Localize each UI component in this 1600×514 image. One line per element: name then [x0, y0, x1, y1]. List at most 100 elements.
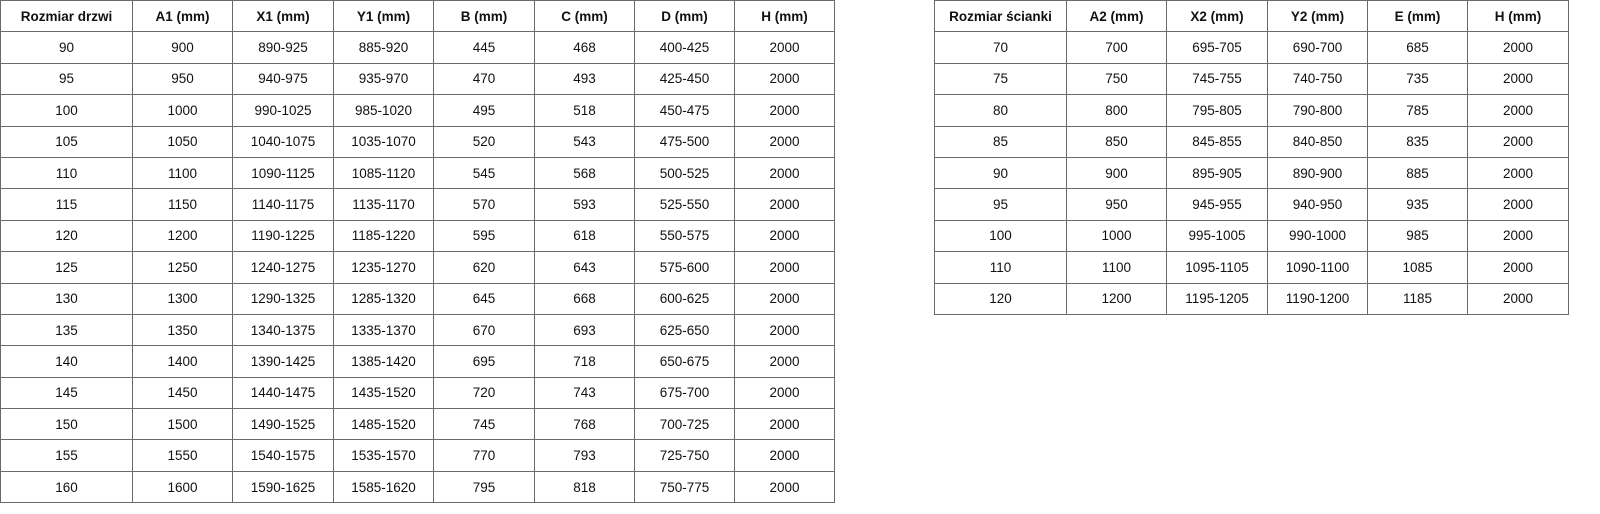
table-cell: 2000 — [1467, 156, 1569, 190]
table-cell: 140 — [0, 345, 133, 378]
table-cell: 1540-1575 — [232, 439, 334, 472]
table-cell: 2000 — [734, 470, 835, 504]
column-header: Rozmiar ścianki — [934, 0, 1067, 33]
table-cell: 1095-1105 — [1166, 251, 1268, 284]
table-cell: 1035-1070 — [333, 125, 434, 158]
table-cell: 668 — [534, 282, 635, 315]
table-cell: 495 — [433, 94, 535, 127]
table-cell: 1185 — [1367, 282, 1468, 315]
table-cell: 670 — [433, 313, 535, 347]
table-cell: 940-950 — [1267, 188, 1368, 221]
table-cell: 550-575 — [634, 219, 735, 253]
table-cell: 900 — [132, 31, 233, 64]
table-cell: 940-975 — [232, 62, 334, 96]
table-cell: 695 — [433, 345, 535, 378]
table-cell: 2000 — [734, 282, 835, 315]
table-cell: 1290-1325 — [232, 282, 334, 315]
column-header: H (mm) — [734, 0, 835, 33]
table-cell: 475-500 — [634, 125, 735, 158]
table-cell: 1285-1320 — [333, 282, 434, 315]
table-cell: 545 — [433, 156, 535, 190]
table-row: 105 1050 1040-1075 1035-1070 520 543 475-500 20… — [0, 125, 835, 158]
table-cell: 625-650 — [634, 313, 735, 347]
table-cell: 600-625 — [634, 282, 735, 315]
table-cell: 1300 — [132, 282, 233, 315]
table-cell: 850 — [1066, 125, 1167, 158]
table-cell: 795-805 — [1166, 94, 1268, 127]
table-row: 95 950 945-955 940-950 935 2000 — [934, 188, 1569, 221]
table-cell: 2000 — [734, 345, 835, 378]
table-row: 90 900 890-925 885-920 445 468 400-425 2000 — [0, 31, 835, 64]
column-header: Y1 (mm) — [333, 0, 434, 33]
table-row: 90 900 895-905 890-900 885 2000 — [934, 156, 1569, 190]
table-cell: 1135-1170 — [333, 188, 434, 221]
column-header: Y2 (mm) — [1267, 0, 1368, 33]
table-cell: 895-905 — [1166, 156, 1268, 190]
table-cell: 1400 — [132, 345, 233, 378]
table-cell: 520 — [433, 125, 535, 158]
table-row: 155 1550 1540-1575 1535-1570 770 793 725-750 20… — [0, 439, 835, 472]
table-cell: 985-1020 — [333, 94, 434, 127]
table-cell: 1100 — [132, 156, 233, 190]
table-cell: 1150 — [132, 188, 233, 221]
table-cell: 525-550 — [634, 188, 735, 221]
table-cell: 990-1025 — [232, 94, 334, 127]
wall-size-table: Rozmiar ścianki A2 (mm) X2 (mm) Y2 (mm) E (m… — [934, 0, 1569, 315]
table-cell: 1440-1475 — [232, 376, 334, 410]
table-cell: 695-705 — [1166, 31, 1268, 64]
table-cell: 995-1005 — [1166, 219, 1268, 253]
table-cell: 1535-1570 — [333, 439, 434, 472]
table-cell: 2000 — [1467, 219, 1569, 253]
door-size-table: Rozmiar drzwi A1 (mm) X1 (mm) Y1 (mm) B (mm)… — [0, 0, 835, 504]
table-cell: 2000 — [1467, 31, 1569, 64]
table-cell: 2000 — [734, 408, 835, 441]
table-cell: 835 — [1367, 125, 1468, 158]
table-cell: 718 — [534, 345, 635, 378]
table-row: 110 1100 1090-1125 1085-1120 545 568 500-525 20… — [0, 156, 835, 190]
table-cell: 85 — [934, 125, 1067, 158]
column-header: E (mm) — [1367, 0, 1468, 33]
table-cell: 1040-1075 — [232, 125, 334, 158]
table-cell: 2000 — [734, 251, 835, 284]
table-cell: 745-755 — [1166, 62, 1268, 96]
table-cell: 130 — [0, 282, 133, 315]
table-cell: 985 — [1367, 219, 1468, 253]
table-cell: 1335-1370 — [333, 313, 434, 347]
table-cell: 1450 — [132, 376, 233, 410]
table-cell: 800 — [1066, 94, 1167, 127]
table-cell: 1250 — [132, 251, 233, 284]
table-cell: 100 — [934, 219, 1067, 253]
table-cell: 2000 — [734, 125, 835, 158]
table-cell: 2000 — [734, 62, 835, 96]
table-cell: 1000 — [132, 94, 233, 127]
table-cell: 643 — [534, 251, 635, 284]
table-cell: 155 — [0, 439, 133, 472]
table-cell: 570 — [433, 188, 535, 221]
table-cell: 620 — [433, 251, 535, 284]
table-cell: 1200 — [1066, 282, 1167, 315]
table-row: 150 1500 1490-1525 1485-1520 745 768 700-725 20… — [0, 408, 835, 441]
table-row: 95 950 940-975 935-970 470 493 425-450 2000 — [0, 62, 835, 96]
table-cell: 885 — [1367, 156, 1468, 190]
table-cell: 685 — [1367, 31, 1468, 64]
table-cell: 768 — [534, 408, 635, 441]
table-cell: 1585-1620 — [333, 470, 434, 504]
table-cell: 740-750 — [1267, 62, 1368, 96]
table-cell: 135 — [0, 313, 133, 347]
table-cell: 935-970 — [333, 62, 434, 96]
table-row: 135 1350 1340-1375 1335-1370 670 693 625-650 20… — [0, 313, 835, 347]
table-cell: 115 — [0, 188, 133, 221]
table-cell: 400-425 — [634, 31, 735, 64]
table-row: 140 1400 1390-1425 1385-1420 695 718 650-675 20… — [0, 345, 835, 378]
table-cell: 2000 — [734, 313, 835, 347]
table-cell: 90 — [0, 31, 133, 64]
table-cell: 1235-1270 — [333, 251, 434, 284]
table-cell: 890-900 — [1267, 156, 1368, 190]
table-row: 70 700 695-705 690-700 685 2000 — [934, 31, 1569, 64]
table-cell: 745 — [433, 408, 535, 441]
table-cell: 845-855 — [1166, 125, 1268, 158]
table-cell: 818 — [534, 470, 635, 504]
table-row: 120 1200 1190-1225 1185-1220 595 618 550-575 20… — [0, 219, 835, 253]
table-cell: 1490-1525 — [232, 408, 334, 441]
table-cell: 160 — [0, 470, 133, 504]
